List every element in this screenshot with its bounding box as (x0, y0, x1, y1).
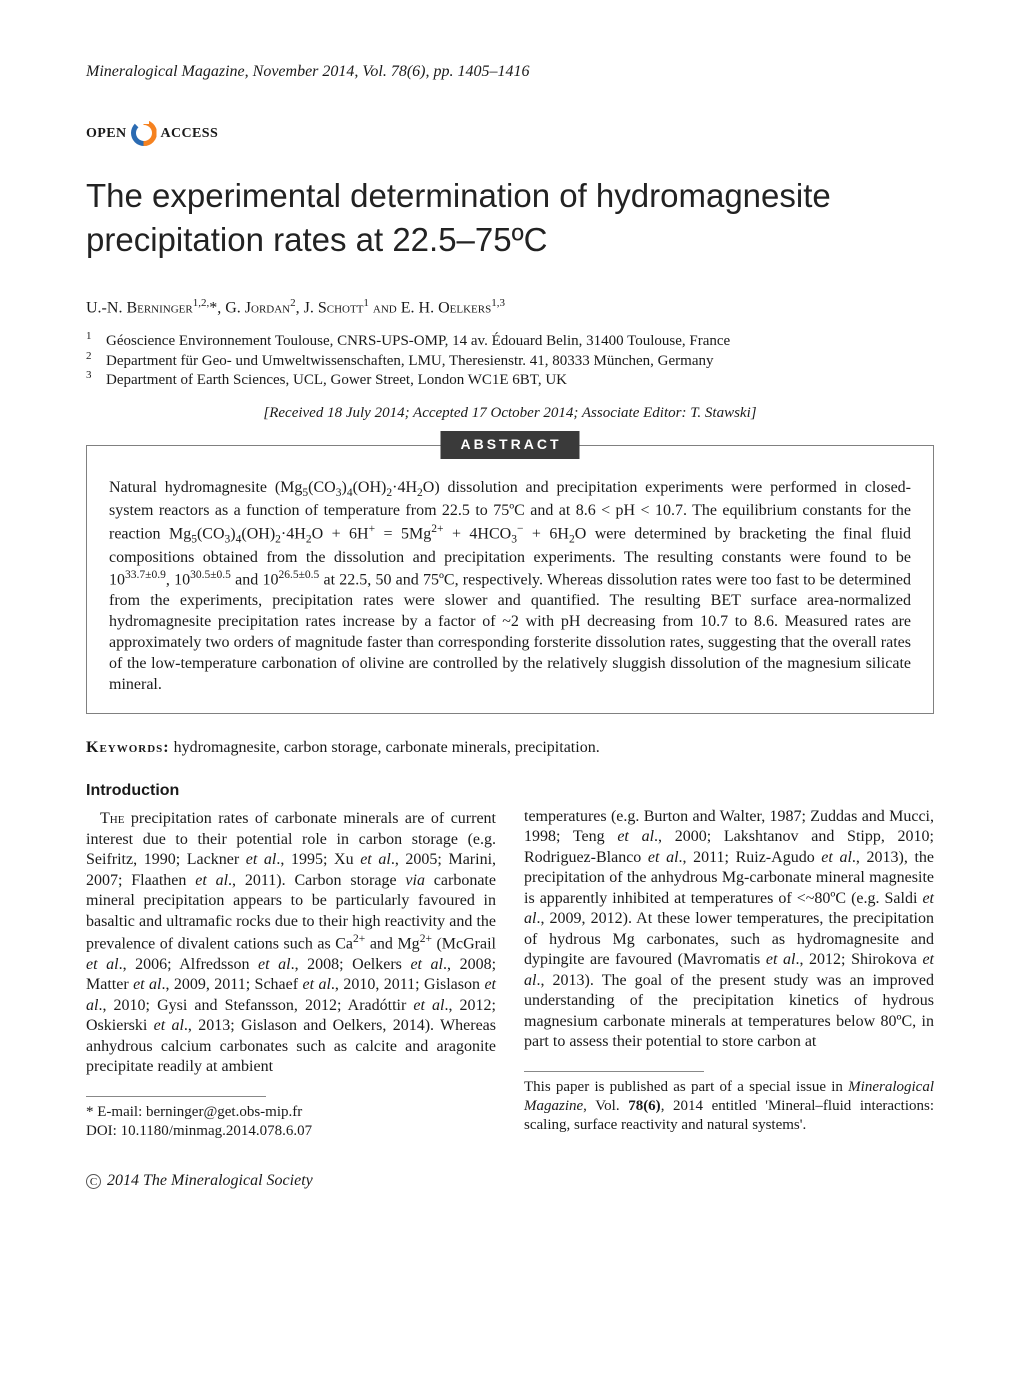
keywords-line: Keywords: hydromagnesite, carbon storage… (86, 738, 934, 758)
open-access-badge: OPEN ACCESS (86, 120, 934, 146)
abstract-label: ABSTRACT (441, 431, 580, 459)
affiliation-row: 3 Department of Earth Sciences, UCL, Gow… (86, 371, 934, 390)
intro-paragraph-left: The precipitation rates of carbonate min… (86, 809, 496, 1077)
affiliation-row: 2 Department für Geo- und Umweltwissensc… (86, 352, 934, 371)
corresponding-email: * E-mail: berninger@get.obs-mip.fr (86, 1103, 496, 1122)
intro-paragraph-right: temperatures (e.g. Burton and Walter, 19… (524, 807, 934, 1053)
open-access-icon (131, 120, 157, 146)
affiliation-number: 2 (86, 349, 98, 368)
abstract-box: ABSTRACT Natural hydromagnesite (Mg5(CO3… (86, 445, 934, 714)
left-column: Introduction The precipitation rates of … (86, 781, 496, 1141)
footnote-separator (86, 1096, 266, 1097)
copyright-text: 2014 The Mineralogical Society (107, 1172, 313, 1189)
abstract-text: Natural hydromagnesite (Mg5(CO3)4(OH)2·4… (109, 478, 911, 695)
received-text: [Received 18 July 2014; Accepted 17 Octo… (263, 405, 756, 421)
affiliation-text: Department of Earth Sciences, UCL, Gower… (106, 371, 567, 390)
special-issue-note: This paper is published as part of a spe… (524, 1078, 934, 1136)
open-access-access: ACCESS (161, 125, 219, 143)
affiliation-text: Géoscience Environnement Toulouse, CNRS-… (106, 332, 730, 351)
affiliation-number: 3 (86, 368, 98, 387)
copyright-line: C 2014 The Mineralogical Society (86, 1171, 934, 1191)
keywords-label: Keywords: (86, 739, 170, 756)
right-column: temperatures (e.g. Burton and Walter, 19… (524, 781, 934, 1141)
author-line: U.-N. Berninger1,2,*, G. Jordan2, J. Sch… (86, 296, 934, 319)
section-heading-introduction: Introduction (86, 781, 496, 801)
affiliation-number: 1 (86, 329, 98, 348)
running-head: Mineralogical Magazine, November 2014, V… (86, 62, 934, 82)
footnote-separator (524, 1071, 704, 1072)
affiliation-row: 1 Géoscience Environnement Toulouse, CNR… (86, 332, 934, 351)
affiliations: 1 Géoscience Environnement Toulouse, CNR… (86, 332, 934, 390)
article-title: The experimental determination of hydrom… (86, 174, 934, 261)
open-access-open: OPEN (86, 125, 127, 143)
received-line: [Received 18 July 2014; Accepted 17 Octo… (86, 404, 934, 423)
copyright-icon: C (86, 1174, 101, 1189)
body-columns: Introduction The precipitation rates of … (86, 781, 934, 1141)
affiliation-text: Department für Geo- und Umweltwissenscha… (106, 352, 714, 371)
keywords-text: hydromagnesite, carbon storage, carbonat… (170, 739, 600, 756)
doi-line: DOI: 10.1180/minmag.2014.078.6.07 (86, 1122, 496, 1141)
